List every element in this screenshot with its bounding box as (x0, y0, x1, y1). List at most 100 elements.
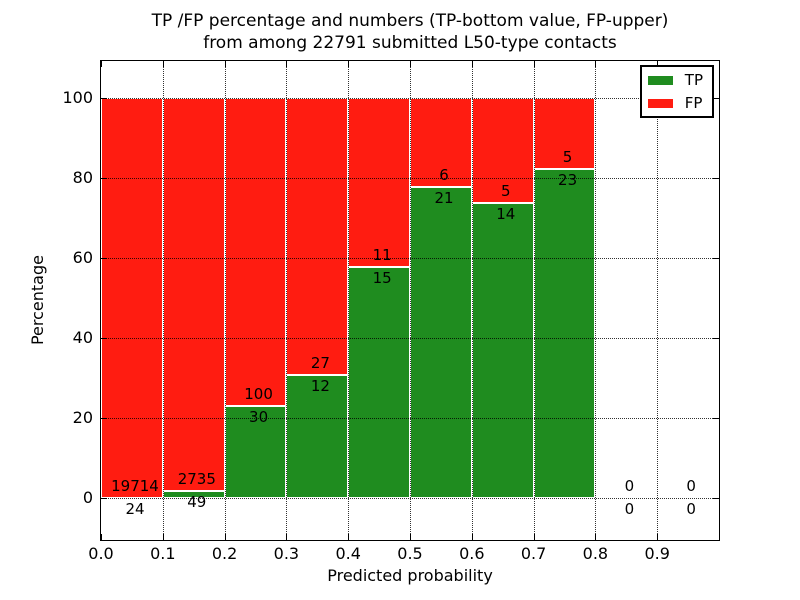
tick-mark (595, 534, 597, 540)
tp-count-label: 0 (624, 500, 635, 518)
tick-mark (595, 61, 597, 67)
chart-title-line2: from among 22791 submitted L50-type cont… (203, 32, 617, 53)
gridline-vertical (657, 61, 659, 540)
tick-mark (713, 418, 719, 419)
tp-count-label: 14 (496, 205, 516, 224)
tick-mark (101, 178, 107, 179)
fp-count-label: 100 (244, 384, 273, 403)
y-tick-label: 100 (62, 88, 93, 107)
chart-title-line1: TP /FP percentage and numbers (TP-bottom… (151, 11, 669, 31)
tp-count-label: 49 (187, 492, 207, 511)
tick-mark (101, 338, 107, 339)
x-tick-label: 0.3 (273, 544, 300, 563)
bar-segment-fp (410, 98, 472, 187)
tick-mark (101, 418, 107, 419)
tp-color-swatch-icon (647, 75, 673, 85)
legend: TP FP (639, 65, 714, 118)
tick-mark (101, 98, 107, 99)
tp-count-label: 21 (434, 188, 454, 207)
x-tick-label: 0.8 (582, 544, 609, 563)
gridline-vertical (348, 61, 350, 540)
gridline-vertical (286, 61, 288, 540)
x-tick-label: 0.7 (520, 544, 547, 563)
bar-segment-fp (224, 98, 287, 406)
tick-mark (713, 258, 719, 259)
tick-mark (713, 498, 719, 499)
tick-mark (101, 258, 107, 259)
legend-item-fp: FP (647, 94, 703, 112)
tp-count-label: 24 (125, 499, 145, 518)
bar-segment-tp (286, 374, 349, 498)
bar-segment-tp (348, 267, 410, 498)
x-tick-label: 0.1 (150, 544, 176, 563)
fp-count-label: 19714 (111, 476, 159, 495)
tick-mark (348, 61, 350, 67)
gridline-vertical (533, 61, 535, 540)
x-axis-label: Predicted probability (327, 566, 493, 585)
fp-count-label: 27 (310, 353, 330, 372)
tick-mark (657, 534, 659, 540)
chart-title: TP /FP percentage and numbers (TP-bottom… (100, 11, 720, 54)
tick-mark (286, 534, 288, 540)
tick-mark (713, 178, 719, 179)
bar-segment-tp (533, 169, 596, 498)
fp-count-label: 6 (439, 165, 449, 184)
tick-mark (101, 61, 102, 67)
tp-count-label: 0 (686, 500, 696, 518)
bar-segment-fp (471, 98, 534, 204)
tp-count-label: 30 (249, 407, 269, 426)
tick-mark (533, 61, 535, 67)
tick-mark (471, 61, 473, 67)
tick-mark (657, 61, 659, 67)
tick-mark (224, 534, 226, 540)
tick-mark (286, 61, 288, 67)
legend-label-tp: TP (684, 71, 703, 89)
gridline-vertical (224, 61, 226, 540)
x-tick-label: 0.4 (335, 544, 361, 563)
tick-mark (713, 98, 719, 99)
tp-count-label: 15 (372, 269, 392, 288)
x-tick-label: 0.0 (88, 544, 114, 563)
gridline-vertical (162, 61, 164, 540)
gridline-vertical (595, 61, 597, 540)
fp-count-label: 0 (686, 477, 696, 495)
gridline-vertical (410, 61, 411, 540)
gridline-vertical (471, 61, 473, 540)
bar-segment-fp (162, 98, 225, 491)
tick-mark (533, 534, 535, 540)
y-axis-label: Percentage (28, 255, 47, 346)
tick-mark (713, 338, 719, 339)
plot-area: TP FP 19714 24 2735 49 100 30 27 12 11 15 6 21 5 14 5 2… (100, 60, 720, 541)
legend-label-fp: FP (684, 94, 703, 112)
fp-color-swatch-icon (647, 98, 673, 108)
tick-mark (101, 498, 107, 499)
tick-mark (162, 61, 164, 67)
tick-mark (410, 61, 411, 67)
legend-item-tp: TP (647, 71, 703, 89)
fp-count-label: 2735 (177, 469, 216, 488)
tick-mark (101, 534, 102, 540)
bar-segment-tp (410, 186, 472, 498)
fp-count-label: 0 (624, 477, 635, 495)
y-tick-label: 0 (82, 488, 93, 507)
tp-count-label: 12 (310, 376, 330, 395)
bar-segment-tp (471, 203, 534, 498)
x-tick-label: 0.9 (644, 544, 670, 563)
bar-segment-fp (286, 98, 349, 375)
x-tick-label: 0.5 (397, 544, 423, 563)
bar-segment-tp (224, 405, 287, 498)
bar-segment-fp (348, 98, 410, 268)
bar-segment-fp (101, 98, 163, 498)
tick-mark (348, 534, 350, 540)
fp-count-label: 11 (372, 246, 392, 265)
tick-mark (162, 534, 164, 540)
tick-mark (471, 534, 473, 540)
fp-count-label: 5 (562, 148, 573, 167)
x-tick-label: 0.2 (211, 544, 238, 563)
tick-mark (410, 534, 411, 540)
y-tick-label: 20 (72, 408, 93, 427)
tick-mark (224, 61, 226, 67)
x-tick-label: 0.6 (459, 544, 485, 563)
y-tick-label: 60 (72, 248, 93, 267)
